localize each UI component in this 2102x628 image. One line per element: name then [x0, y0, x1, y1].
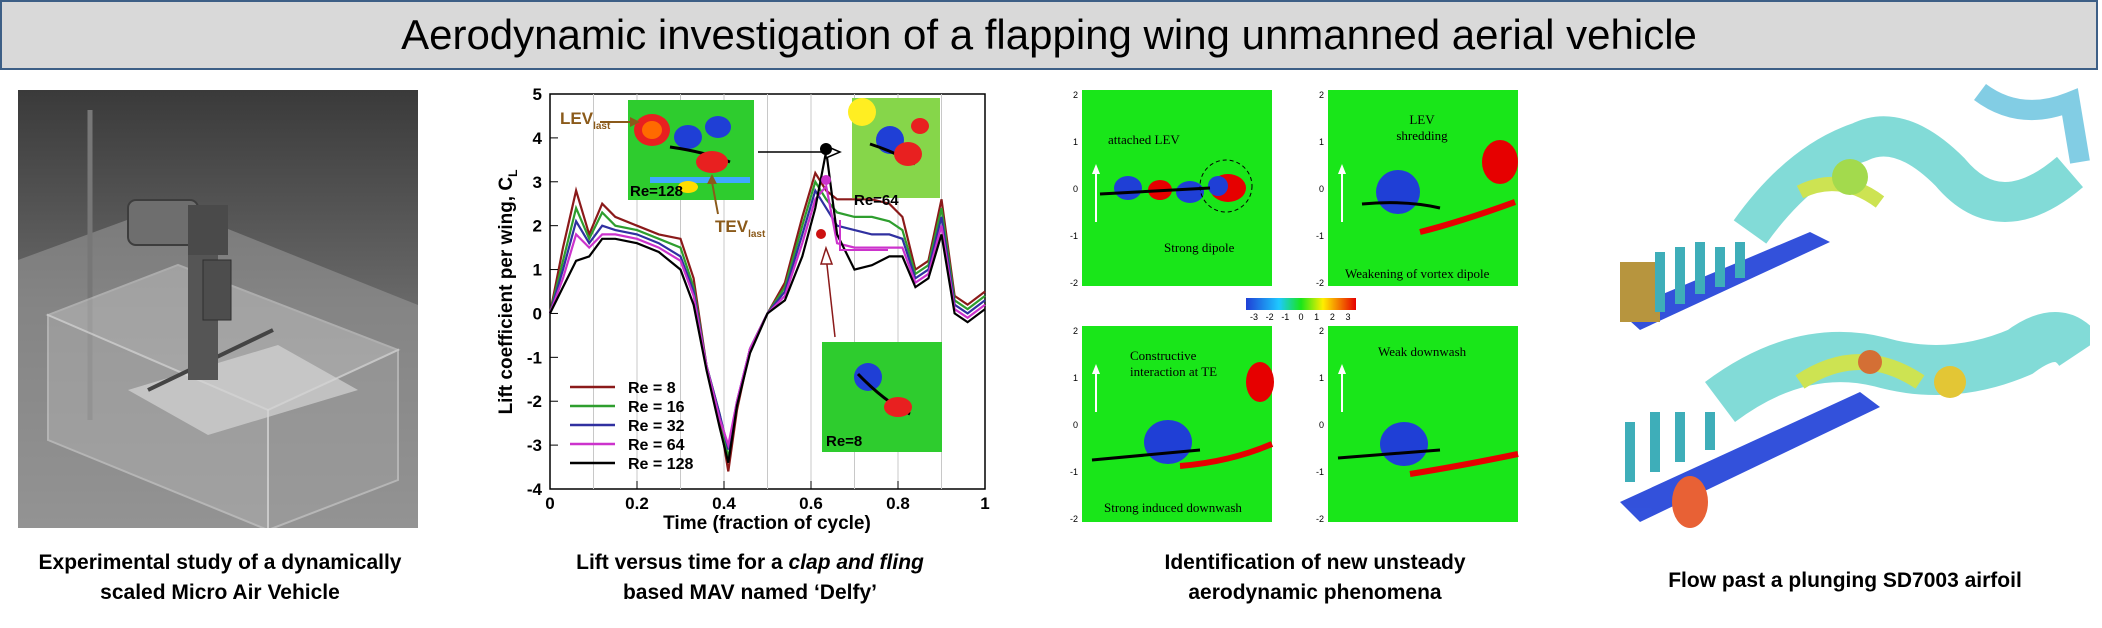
caption-panel-4-line1: Flow past a plunging SD7003 airfoil [1668, 569, 2022, 592]
vortex-figure: attached LEV Strong dipole LEV shredding… [1070, 90, 1519, 524]
caption-panel-2-line1: Lift versus time for a clap and fling [576, 551, 924, 574]
y-tick-label-0: -4 [527, 480, 543, 499]
vortex-axis-tick-0-1-4: -2 [1316, 278, 1324, 288]
y-tick-label-8: 4 [533, 129, 543, 148]
tr-label-2: shredding [1396, 128, 1448, 143]
caption-panel-1: Experimental study of a dynamically scal… [10, 548, 430, 608]
tank-image [18, 90, 418, 532]
vortex-panel-br: Weak downwash [1328, 326, 1519, 522]
vortex-axis-tick-0-0-1: 1 [1073, 137, 1078, 147]
caption-panel-3-line1: Identification of new unsteady [1164, 551, 1466, 574]
inset-re8: Re=8 [822, 342, 942, 452]
caption-panel-2: Lift versus time for a clap and fling ba… [530, 548, 970, 608]
vortex-axis-tick-0-1-1: 1 [1319, 137, 1324, 147]
peak-marker-re64 [821, 175, 831, 185]
vortex-axis-tick-0-0-4: -2 [1070, 278, 1078, 288]
vortex-axis-tick-1-1-1: 1 [1319, 373, 1324, 383]
colorbar-tick-1: -2 [1266, 312, 1274, 322]
x-axis-label: Time (fraction of cycle) [663, 513, 871, 534]
inset-re64-label: Re=64 [854, 192, 899, 209]
vortex-panel-tl: attached LEV Strong dipole [1082, 90, 1272, 286]
caption-panel-3: Identification of new unsteady aerodynam… [1100, 548, 1530, 608]
vortex-panel-tr: LEV shredding Weakening of vortex dipole [1328, 90, 1518, 286]
title-banner: Aerodynamic investigation of a flapping … [0, 0, 2098, 70]
colorbar-tick-4: 1 [1314, 312, 1319, 322]
x-tick-label-2: 0.4 [712, 494, 736, 513]
mav-tank-rendering [18, 90, 418, 532]
caption-panel-4: Flow past a plunging SD7003 airfoil [1600, 566, 2090, 596]
vortex-axis-tick-1-0-0: 2 [1073, 326, 1078, 336]
peak-marker-re8 [816, 229, 826, 239]
lift-chart-panel: 0 0.2 0.4 0.6 0.8 1 -4 -3 -2 -1 0 1 2 3 4 5 Time (fract… [490, 82, 1000, 542]
legend-label-3: Re = 64 [628, 437, 685, 454]
inset-re128-label: Re=128 [630, 183, 683, 200]
lift-chart: 0 0.2 0.4 0.6 0.8 1 -4 -3 -2 -1 0 1 2 3 4 5 Time (fract… [496, 85, 990, 534]
series-line-4 [549, 150, 986, 463]
colorbar-tick-3: 0 [1298, 312, 1303, 322]
airfoil-flow-rendering [1600, 82, 2101, 537]
y-tick-label-5: 1 [533, 261, 542, 280]
x-tick-label-0: 0 [545, 494, 554, 513]
inset-re128: Re=128 [628, 100, 754, 200]
legend-label-2: Re = 32 [628, 418, 685, 435]
caption-panel-3-line2: aerodynamic phenomena [1188, 581, 1442, 604]
vortex-panels: attached LEV Strong dipole LEV shredding… [1060, 82, 1530, 532]
x-tick-label-5: 1 [980, 494, 989, 513]
lev-label: LEVlast [560, 109, 611, 132]
br-label-1: Weak downwash [1378, 344, 1467, 359]
caption-panel-1-line2: scaled Micro Air Vehicle [100, 581, 340, 604]
y-tick-label-3: -1 [527, 348, 542, 367]
y-tick-label-1: -3 [527, 436, 542, 455]
vortex-axis-tick-1-1-4: -2 [1316, 514, 1324, 524]
vortex-axis-tick-1-0-3: -1 [1070, 467, 1078, 477]
y-tick-label-7: 3 [533, 173, 542, 192]
tl-label-2: Strong dipole [1164, 240, 1235, 255]
vortex-axis-tick-0-1-3: -1 [1316, 231, 1324, 241]
vortex-axis-tick-1-1-2: 0 [1319, 420, 1324, 430]
y-tick-label-9: 5 [533, 85, 542, 104]
tr-label-1: LEV [1409, 112, 1435, 127]
vortex-axis-tick-0-1-0: 2 [1319, 90, 1324, 100]
colorbar-tick-2: -1 [1281, 312, 1289, 322]
tl-label-1: attached LEV [1108, 132, 1180, 147]
legend-label-1: Re = 16 [628, 399, 685, 416]
legend-label-4: Re = 128 [628, 456, 693, 473]
colorbar: -3 -2 -1 0 1 2 3 [1246, 298, 1356, 322]
x-tick-label-1: 0.2 [625, 494, 649, 513]
vortex-axis-tick-1-0-2: 0 [1073, 420, 1078, 430]
page-title: Aerodynamic investigation of a flapping … [401, 11, 1697, 58]
vortex-axis-tick-0-0-0: 2 [1073, 90, 1078, 100]
inset-re64: Re=64 [848, 98, 940, 209]
x-tick-label-3: 0.6 [799, 494, 823, 513]
colorbar-tick-6: 3 [1345, 312, 1350, 322]
legend: Re = 8 Re = 16 Re = 32 Re = 64 Re = 128 [570, 380, 693, 473]
vortex-axis-tick-1-1-3: -1 [1316, 467, 1324, 477]
caption-panel-2-line2: based MAV named ‘Delfy’ [622, 581, 877, 604]
tev-label: TEVlast [715, 217, 766, 240]
y-tick-label-6: 2 [533, 217, 542, 236]
y-tick-label-2: -2 [527, 392, 542, 411]
colorbar-tick-5: 2 [1330, 312, 1335, 322]
vortex-axis-tick-0-1-2: 0 [1319, 184, 1324, 194]
isosurface-image [1620, 83, 2101, 528]
bl-label-3: Strong induced downwash [1104, 500, 1242, 515]
peak-marker-re128 [820, 143, 832, 155]
vortex-axis-tick-1-0-4: -2 [1070, 514, 1078, 524]
inset-re8-label: Re=8 [826, 433, 862, 450]
vortex-axis-tick-0-0-3: -1 [1070, 231, 1078, 241]
y-axis-label: Lift coefficient per wing, CL [496, 170, 520, 415]
vortex-axis-tick-0-0-2: 0 [1073, 184, 1078, 194]
tr-label-3: Weakening of vortex dipole [1345, 266, 1490, 281]
caption-panel-1-line1: Experimental study of a dynamically [38, 551, 402, 574]
legend-label-0: Re = 8 [628, 380, 676, 397]
vortex-axis-tick-1-0-1: 1 [1073, 373, 1078, 383]
bl-label-1: Constructive [1130, 348, 1197, 363]
x-tick-label-4: 0.8 [886, 494, 910, 513]
y-tick-label-4: 0 [533, 304, 542, 323]
colorbar-tick-0: -3 [1250, 312, 1258, 322]
bl-label-2: interaction at TE [1130, 364, 1217, 379]
vortex-panel-bl: Constructive interaction at TE Strong in… [1082, 326, 1274, 522]
vortex-axis-tick-1-1-0: 2 [1319, 326, 1324, 336]
